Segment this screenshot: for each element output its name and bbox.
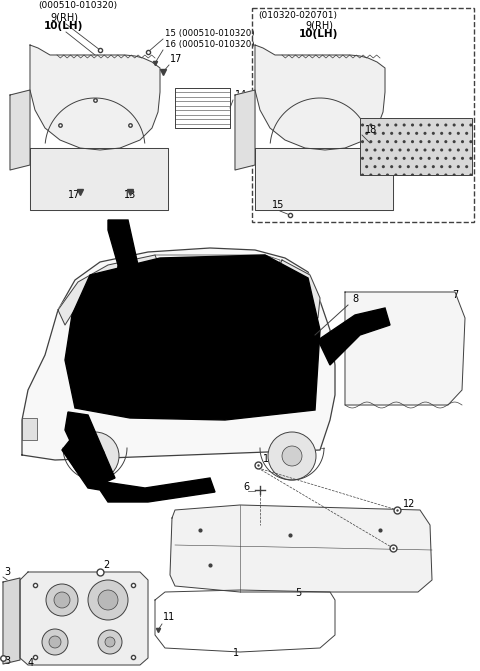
Polygon shape	[10, 90, 30, 170]
Bar	[22, 418, 37, 440]
Bar	[252, 8, 474, 222]
Text: 2: 2	[103, 560, 109, 570]
Text: 3: 3	[4, 567, 10, 577]
Circle shape	[88, 580, 128, 620]
Circle shape	[54, 592, 70, 608]
Polygon shape	[105, 220, 142, 350]
Text: 11: 11	[163, 612, 175, 622]
Polygon shape	[90, 330, 150, 395]
Circle shape	[105, 637, 115, 647]
Text: 6: 6	[243, 482, 249, 492]
Text: 1: 1	[233, 648, 239, 658]
Text: 12: 12	[399, 537, 411, 547]
Circle shape	[98, 630, 122, 654]
Polygon shape	[345, 292, 465, 405]
Circle shape	[85, 446, 105, 466]
Text: 13: 13	[124, 190, 136, 200]
Text: 17: 17	[170, 54, 182, 64]
Text: 15: 15	[272, 200, 284, 210]
Text: (000510-010320): (000510-010320)	[38, 1, 117, 10]
Circle shape	[46, 584, 78, 616]
Polygon shape	[65, 255, 320, 420]
Bar	[360, 118, 472, 175]
Polygon shape	[62, 440, 215, 502]
Circle shape	[42, 629, 68, 655]
Polygon shape	[22, 248, 335, 460]
Text: 9(RH): 9(RH)	[50, 12, 78, 22]
Polygon shape	[235, 90, 255, 170]
Text: 4: 4	[28, 658, 34, 668]
Text: 5: 5	[295, 588, 301, 598]
Polygon shape	[65, 412, 115, 488]
Text: 17: 17	[68, 190, 80, 200]
Polygon shape	[3, 578, 20, 664]
Circle shape	[98, 590, 118, 610]
Text: 15 (000510-010320): 15 (000510-010320)	[165, 29, 254, 38]
Polygon shape	[30, 45, 160, 150]
Circle shape	[71, 432, 119, 480]
Text: 9(RH): 9(RH)	[305, 20, 333, 30]
Polygon shape	[255, 148, 393, 210]
Text: 10(LH): 10(LH)	[299, 29, 338, 39]
Polygon shape	[30, 148, 168, 210]
Polygon shape	[170, 505, 432, 592]
Bar	[175, 88, 230, 128]
Polygon shape	[255, 45, 385, 150]
Text: (010320-020701): (010320-020701)	[258, 11, 337, 20]
Text: 7: 7	[452, 290, 458, 300]
Polygon shape	[272, 260, 320, 318]
Circle shape	[49, 636, 61, 648]
Text: 8: 8	[352, 294, 358, 304]
Polygon shape	[20, 572, 148, 665]
Circle shape	[268, 432, 316, 480]
Text: 14: 14	[235, 90, 247, 100]
Text: 3: 3	[4, 656, 10, 666]
Text: 12: 12	[403, 499, 415, 509]
Text: 10(LH): 10(LH)	[44, 21, 84, 31]
Polygon shape	[318, 308, 390, 365]
Polygon shape	[58, 255, 160, 325]
Text: 16 (000510-010320): 16 (000510-010320)	[165, 40, 254, 49]
Text: 18: 18	[365, 125, 377, 135]
Circle shape	[282, 446, 302, 466]
Text: 12: 12	[263, 454, 276, 464]
